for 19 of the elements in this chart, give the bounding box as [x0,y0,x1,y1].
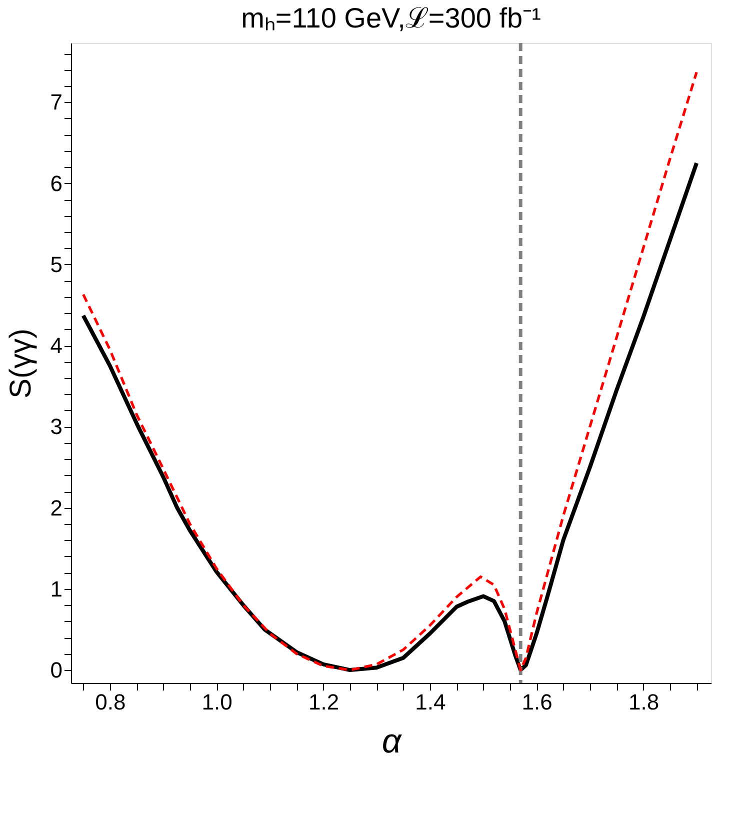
y-tick-label: 3 [50,414,62,440]
line-series [82,70,698,672]
y-tick-label: 0 [50,658,62,683]
x-tick-label: 1.0 [202,690,232,714]
x-axis-title: α [382,722,403,760]
y-tick-label: 2 [50,495,62,520]
line-series [81,161,699,672]
x-tick-label: 1.4 [415,690,446,714]
y-tick-label: 5 [50,252,62,277]
y-tick-label: 7 [50,90,62,115]
y-tick-label: 4 [50,333,62,358]
x-tick-label: 1.6 [522,690,552,714]
y-axis-title: S(γγ) [4,328,38,398]
x-tick-label: 0.8 [95,690,126,714]
x-tick-label: 1.2 [308,690,340,714]
y-tick-label: 1 [50,576,62,602]
chart-title: mₕ=110 GeV,ℒ=300 fb⁻¹ [241,2,541,34]
y-tick-label: 6 [50,170,62,196]
x-tick-label: 1.8 [628,690,660,714]
